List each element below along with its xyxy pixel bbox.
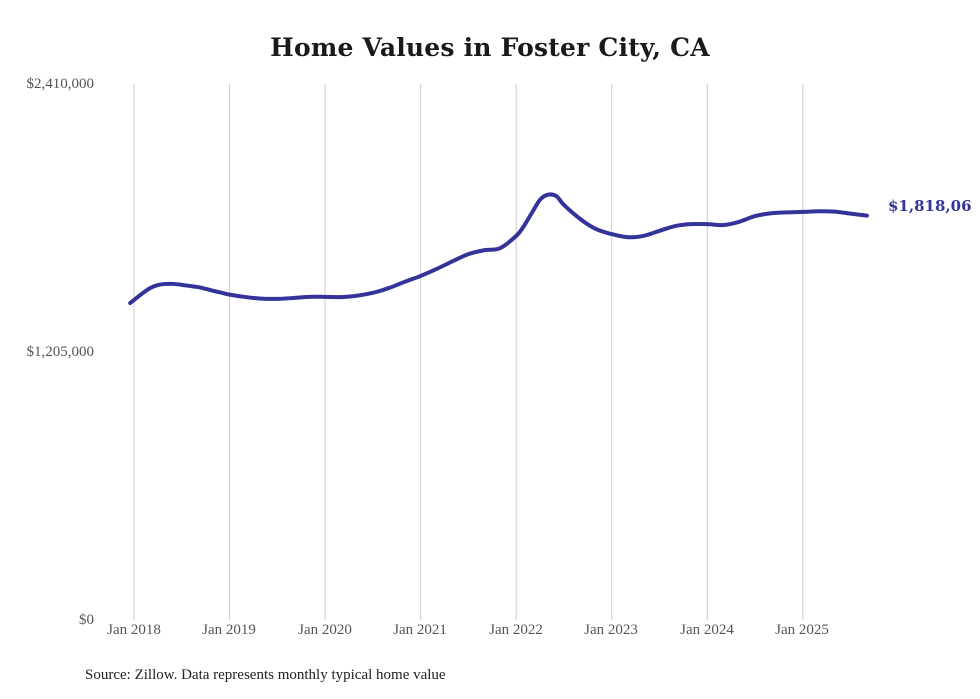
x-axis-tick-label-jan-2023: Jan 2023 — [584, 622, 638, 638]
x-axis-tick-label-jan-2024: Jan 2024 — [680, 622, 734, 638]
grid-lines — [133, 84, 804, 620]
data-series-line — [128, 192, 869, 306]
x-axis-tick-label-jan-2025: Jan 2025 — [775, 622, 829, 638]
page-title: Home Values in Foster City, CA — [270, 33, 710, 62]
x-axis-tick-label-jan-2020: Jan 2020 — [298, 622, 352, 638]
series-end-value-label: $1,818,06 — [888, 197, 972, 215]
source-note: Source: Zillow. Data represents monthly … — [85, 667, 446, 683]
x-axis-tick-label-jan-2019: Jan 2019 — [202, 622, 256, 638]
y-axis-tick-label-top: $2,410,000 — [26, 76, 95, 92]
x-axis-tick-label-jan-2018: Jan 2018 — [107, 622, 161, 638]
y-axis-tick-label-middle: $1,205,000 — [26, 344, 95, 360]
x-axis-tick-label-jan-2022: Jan 2022 — [489, 622, 543, 638]
x-axis-tick-label-jan-2021: Jan 2021 — [393, 622, 447, 638]
y-axis-tick-label-zero: $0 — [79, 612, 94, 628]
